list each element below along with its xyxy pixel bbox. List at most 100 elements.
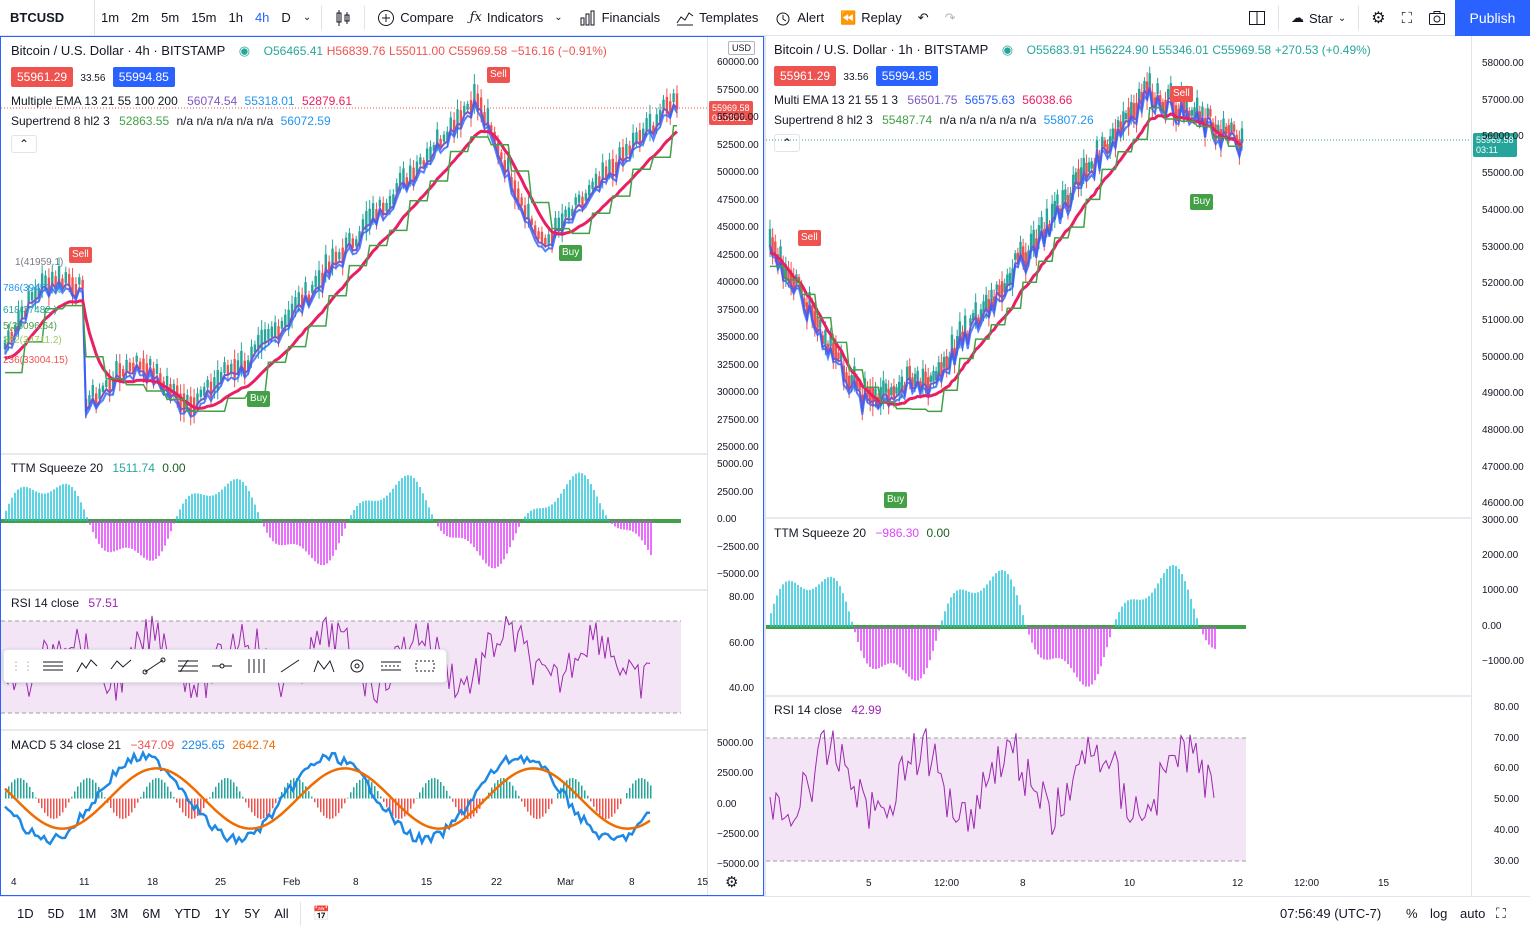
ttm-legend[interactable]: TTM Squeeze 20 −986.30 0.00 xyxy=(774,525,950,541)
macd-tick: −2500.00 xyxy=(717,828,759,840)
drag-handle-icon[interactable]: ⋮⋮ xyxy=(10,659,34,673)
collapse-legend-button[interactable]: ⌃ xyxy=(774,134,800,152)
candle-body xyxy=(317,270,321,290)
chart-settings-gear-icon[interactable]: ⚙ xyxy=(725,874,739,891)
vertical-lines-tool-icon[interactable] xyxy=(241,653,271,679)
symbol-search[interactable]: BTCUSD xyxy=(0,0,95,36)
line-tool-icon[interactable] xyxy=(275,653,305,679)
pattern-tool-icon[interactable] xyxy=(309,653,339,679)
snapshot-button[interactable] xyxy=(1420,0,1454,36)
interval-D[interactable]: D xyxy=(281,10,291,25)
elliott-impulse-tool-icon[interactable] xyxy=(72,653,102,679)
ttm-bar xyxy=(974,592,976,627)
candle-body xyxy=(940,362,943,380)
interval-5m[interactable]: 5m xyxy=(161,10,180,25)
maximize-icon[interactable]: ⛶ xyxy=(1496,905,1506,921)
right-chart[interactable]: Bitcoin / U.S. Dollar · 1h · BITSTAMP ◉ … xyxy=(766,36,1530,896)
macd-legend[interactable]: MACD 5 34 close 21 −347.09 2295.65 2642.… xyxy=(11,737,276,753)
range-1y[interactable]: 1Y xyxy=(214,906,231,921)
range-1d[interactable]: 1D xyxy=(17,906,34,921)
star-button[interactable]: ☁ Star ⌄ xyxy=(1283,0,1354,36)
rsi-legend[interactable]: RSI 14 close 57.51 xyxy=(11,595,118,611)
left-price-axis[interactable] xyxy=(707,37,763,895)
ttm-bar xyxy=(857,627,859,643)
undo-button[interactable]: ↶ xyxy=(910,0,937,36)
left-ema-legend[interactable]: Multiple EMA 13 21 55 100 200 56074.54 5… xyxy=(11,93,352,109)
range-ytd[interactable]: YTD xyxy=(174,906,201,921)
buy-price-chip[interactable]: 55994.85 xyxy=(112,67,175,87)
range-all[interactable]: All xyxy=(274,906,289,921)
separator xyxy=(364,5,366,30)
left-st-legend[interactable]: Supertrend 8 hl2 3 52863.55 n/a n/a n/a … xyxy=(11,113,331,129)
financials-button[interactable]: Financials xyxy=(571,0,669,36)
right-st-legend[interactable]: Supertrend 8 hl2 3 55487.74 n/a n/a n/a … xyxy=(774,112,1094,128)
rsi-legend[interactable]: RSI 14 close 42.99 xyxy=(774,702,881,718)
fib-retracement-tool-icon[interactable] xyxy=(173,653,203,679)
sell-price-chip[interactable]: 55961.29 xyxy=(11,67,74,87)
range-5y[interactable]: 5Y xyxy=(244,906,261,921)
right-price-axis[interactable] xyxy=(1471,36,1530,896)
goto-date-icon[interactable]: 📅 xyxy=(312,905,331,921)
macd-hist-bar xyxy=(524,798,526,807)
alert-button[interactable]: Alert xyxy=(766,0,832,36)
ttm-bar xyxy=(1037,627,1039,655)
ttm-bar xyxy=(92,521,94,533)
settings-button[interactable]: ⚙ xyxy=(1363,0,1393,36)
percent-toggle[interactable]: % xyxy=(1406,906,1418,921)
macd-hist-bar xyxy=(650,785,652,799)
buy-price-chip[interactable]: 55994.85 xyxy=(875,66,938,86)
range-1m[interactable]: 1M xyxy=(78,906,97,921)
candle-body xyxy=(199,389,203,398)
layout-button[interactable] xyxy=(1240,0,1274,36)
clock-time[interactable]: 07:56:49 (UTC-7) xyxy=(1280,906,1382,921)
chevron-down-icon[interactable]: ⌄ xyxy=(302,12,312,23)
macd-hist-bar xyxy=(575,779,577,799)
trend-line-tool-icon[interactable] xyxy=(139,653,169,679)
candle-body xyxy=(1032,229,1035,249)
candle-body xyxy=(645,118,648,131)
interval-2m[interactable]: 2m xyxy=(131,10,150,25)
fib-spiral-tool-icon[interactable] xyxy=(342,653,372,679)
right-chart-canvas[interactable] xyxy=(766,36,1530,896)
interval-1h[interactable]: 1h xyxy=(228,10,243,25)
candle-body xyxy=(774,241,777,256)
sell-price-chip[interactable]: 55961.29 xyxy=(774,66,837,86)
publish-button[interactable]: Publish xyxy=(1455,0,1530,36)
candle-body xyxy=(277,326,280,341)
range-6m[interactable]: 6M xyxy=(142,906,161,921)
macd-hist-bar xyxy=(347,797,349,799)
horizontal-lines-tool-icon[interactable] xyxy=(38,653,68,679)
candle-body xyxy=(155,364,159,374)
range-5d[interactable]: 5D xyxy=(47,906,65,921)
auto-toggle[interactable]: auto xyxy=(1460,906,1486,921)
chart-splitter[interactable] xyxy=(764,36,766,896)
interval-15m[interactable]: 15m xyxy=(191,10,217,25)
candle-body xyxy=(985,294,988,311)
redo-button[interactable]: ↷ xyxy=(937,0,964,36)
drawing-toolbar[interactable]: ⋮⋮ xyxy=(3,649,447,683)
fullscreen-button[interactable]: ⛶ xyxy=(1394,0,1421,36)
candle-body xyxy=(1127,107,1130,127)
horizontal-ray-tool-icon[interactable] xyxy=(207,653,237,679)
left-chart[interactable]: Bitcoin / U.S. Dollar · 4h · BITSTAMP ◉ … xyxy=(0,36,764,896)
ttm-legend[interactable]: TTM Squeeze 20 1511.74 0.00 xyxy=(11,460,186,476)
compare-button[interactable]: Compare xyxy=(369,0,461,36)
ranges-tool-icon[interactable] xyxy=(410,653,440,679)
elliott-correction-tool-icon[interactable] xyxy=(106,653,136,679)
interval-1m[interactable]: 1m xyxy=(101,10,120,25)
collapse-legend-button[interactable]: ⌃ xyxy=(11,135,37,153)
channel-tool-icon[interactable] xyxy=(376,653,406,679)
price-tick: 50000.00 xyxy=(1482,351,1524,363)
chart-type-button[interactable] xyxy=(326,0,360,36)
templates-button[interactable]: Templates xyxy=(668,0,766,36)
indicators-button[interactable]: ƒ𝑥 Indicators ⌄ xyxy=(462,0,571,36)
ttm-val-1: −986.30 xyxy=(875,526,920,540)
log-toggle[interactable]: log xyxy=(1430,906,1448,921)
ttm-bar xyxy=(896,627,898,665)
interval-4h[interactable]: 4h xyxy=(254,10,270,25)
replay-button[interactable]: ⏪ Replay xyxy=(832,0,910,36)
right-ema-legend[interactable]: Multi EMA 13 21 55 1 3 56501.75 56575.63… xyxy=(774,92,1072,108)
candle-body xyxy=(604,166,608,179)
range-3m[interactable]: 3M xyxy=(110,906,129,921)
ttm-bar xyxy=(1175,565,1177,627)
